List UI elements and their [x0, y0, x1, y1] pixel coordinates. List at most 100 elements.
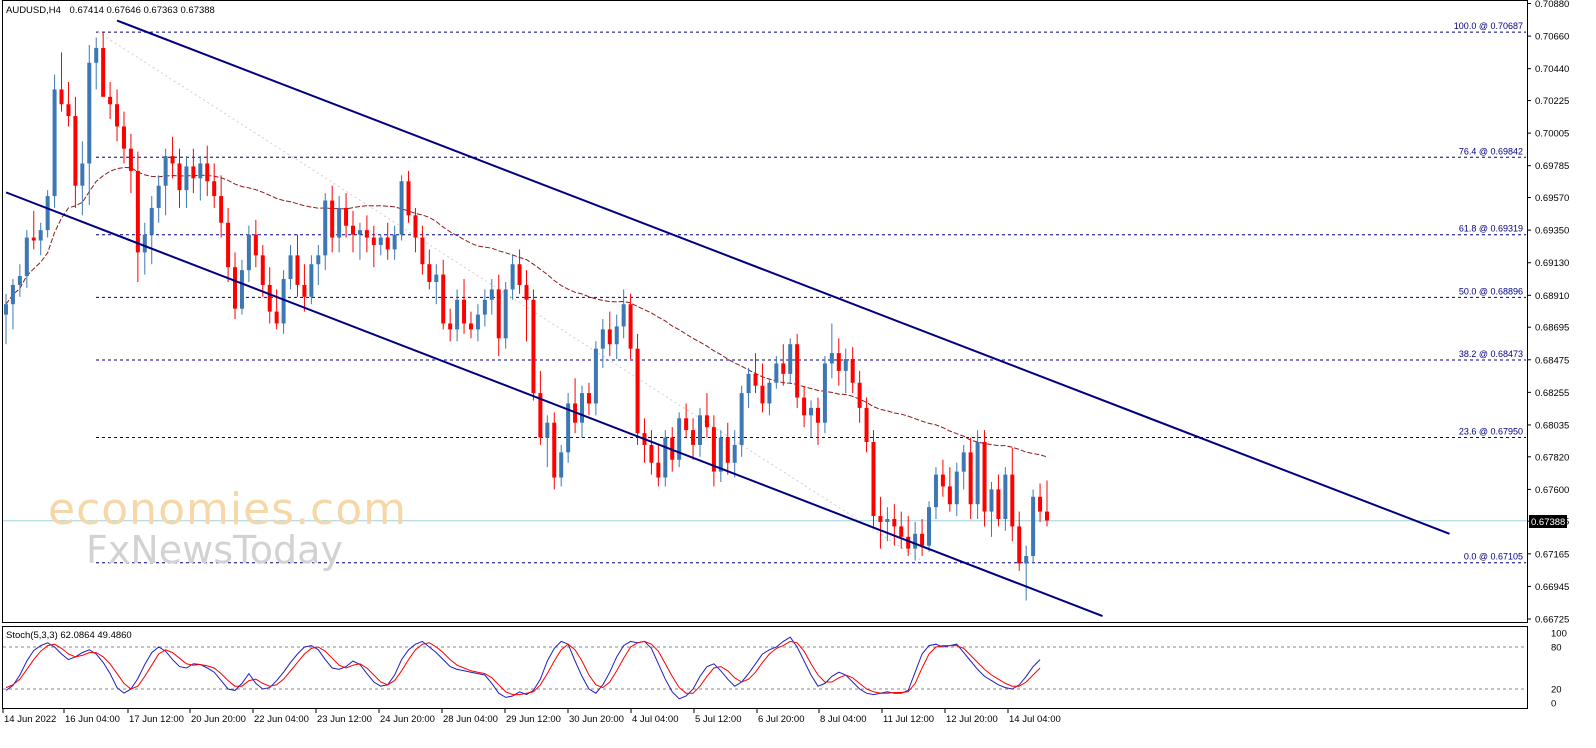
candle-body	[233, 267, 238, 309]
candle-body	[420, 237, 425, 265]
time-tick-label: 17 Jun 12:00	[129, 714, 184, 725]
candle-body	[628, 304, 633, 349]
candle-body	[142, 234, 147, 253]
candle-body	[906, 536, 911, 549]
stoch-tick-label: 20	[1551, 685, 1562, 696]
candle-body	[385, 237, 390, 250]
candle-body	[330, 200, 335, 238]
candle-body	[246, 234, 251, 271]
candle-body	[337, 207, 342, 238]
candle-body	[448, 323, 453, 330]
candle-body	[524, 284, 529, 300]
candle-body	[857, 382, 862, 408]
candle-body	[351, 225, 355, 235]
price-tick-label: 0.68255	[1535, 388, 1569, 399]
chart-header: AUDUSD,H4 0.67414 0.67646 0.67363 0.6738…	[6, 5, 215, 16]
candle-body	[586, 393, 591, 404]
stoch-main-line	[5, 636, 1041, 700]
candle-body	[427, 264, 432, 282]
candle-body	[829, 353, 834, 364]
candle-body	[80, 163, 85, 186]
candle-body	[1017, 526, 1022, 564]
fib-level-label: 76.4 @ 0.69842	[1459, 146, 1523, 156]
candle-body	[815, 407, 820, 423]
candle-body	[968, 452, 973, 505]
fib-level-label: 0.0 @ 0.67105	[1464, 552, 1523, 562]
candle-body	[323, 200, 328, 256]
time-tick-label: 4 Jul 04:00	[632, 714, 678, 725]
candle-body	[621, 304, 626, 327]
candle-body	[239, 270, 244, 309]
time-tick-label: 11 Jul 12:00	[883, 714, 934, 725]
candle-body	[753, 373, 758, 386]
candle-body	[406, 181, 411, 216]
candle-body	[982, 441, 987, 512]
candle-body	[316, 255, 321, 265]
candle-body	[1038, 496, 1043, 512]
candle-body	[94, 47, 99, 63]
candle-body	[545, 422, 550, 438]
candle-body	[1031, 496, 1036, 557]
candle-body	[274, 311, 279, 324]
candle-body	[10, 284, 15, 305]
main-plot-frame	[2, 0, 1528, 623]
candle-body	[177, 163, 182, 191]
candle-body	[732, 444, 737, 463]
price-tick-label: 0.68910	[1535, 291, 1569, 302]
candle-body	[975, 441, 980, 505]
time-tick-label: 8 Jul 04:00	[820, 714, 866, 725]
candle-body	[378, 237, 383, 245]
current-price-box	[1529, 515, 1567, 528]
candle-body	[503, 289, 508, 339]
candle-body	[1045, 511, 1049, 521]
candle-body	[253, 234, 258, 256]
candle-body	[913, 533, 918, 549]
channel-upper-line	[116, 19, 1450, 535]
candle-body	[413, 215, 418, 238]
candle-body	[31, 237, 36, 241]
candle-body	[552, 422, 557, 478]
candle-body	[281, 279, 286, 324]
candle-body	[309, 264, 314, 297]
candle-body	[344, 207, 349, 226]
candle-body	[961, 452, 966, 472]
candle-body	[163, 156, 168, 186]
candle-body	[1010, 474, 1015, 527]
candle-body	[198, 163, 203, 179]
time-tick-label: 14 Jul 04:00	[1009, 714, 1061, 725]
stoch-title: Stoch(5,3,3) 62.0864 49.4860	[6, 630, 132, 641]
candle-body	[850, 359, 855, 383]
candle-body	[580, 393, 585, 423]
candle-body	[795, 344, 800, 398]
candle-body	[878, 516, 883, 522]
price-tick-label: 0.67165	[1535, 549, 1569, 560]
price-tick-label: 0.68035	[1535, 420, 1569, 431]
time-tick-label: 22 Jun 04:00	[254, 714, 309, 725]
candle-body	[73, 116, 78, 186]
candle-body	[101, 47, 106, 97]
candle-body	[691, 430, 696, 445]
price-axis: 0.70880 0.70660 0.70440 0.70225 0.70005 0.697…	[1527, 0, 1569, 626]
current-price-badge: 0.67388	[1529, 515, 1567, 528]
stochastic-oscillator: 100 80 20 0	[3, 629, 1567, 710]
candle-body	[149, 207, 154, 235]
price-tick-label: 0.69130	[1535, 258, 1569, 269]
candle-body	[760, 385, 765, 404]
candle-body	[822, 363, 827, 423]
candle-body	[600, 329, 605, 349]
candle-body	[364, 230, 369, 238]
candle-body	[704, 415, 709, 428]
time-tick-label: 12 Jul 20:00	[946, 714, 998, 725]
candle-body	[267, 284, 272, 312]
fib-level-label: 38.2 @ 0.68473	[1459, 349, 1523, 359]
time-tick-label: 6 Jul 20:00	[758, 714, 804, 725]
candle-body	[87, 62, 92, 164]
candle-body	[455, 299, 460, 330]
price-tick-label: 0.68475	[1535, 355, 1569, 366]
candle-body	[649, 444, 654, 463]
candle-body	[607, 329, 612, 345]
candle-body	[24, 237, 29, 277]
candle-body	[871, 441, 876, 517]
candle-body	[996, 489, 1001, 520]
